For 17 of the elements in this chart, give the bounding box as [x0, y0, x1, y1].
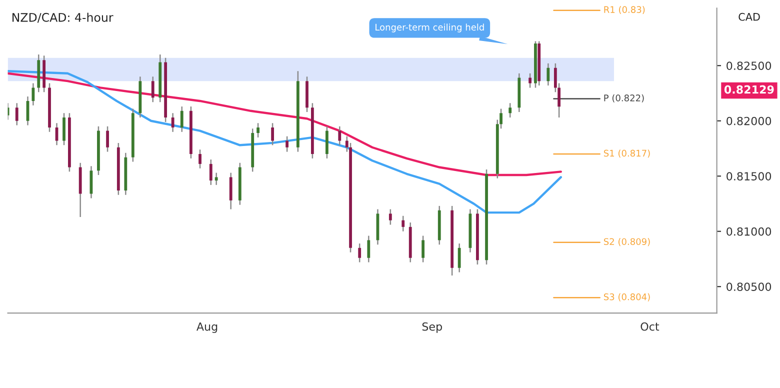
ref-line-label: P (0.822) — [604, 94, 644, 102]
ref-line-label: S1 (0.817) — [604, 150, 650, 158]
text: 0.82129 — [724, 85, 774, 94]
x-tick-label: Sep — [422, 322, 442, 333]
x-tick-label: Oct — [640, 322, 660, 331]
ref-line-label: S2 (0.809) — [604, 238, 650, 246]
y-tick-label: 0.81500 — [726, 172, 772, 180]
y-tick-label: 0.81000 — [726, 227, 772, 236]
y-tick-label: 0.82000 — [726, 116, 772, 126]
chart-title: NZD/CAD: 4-hour — [12, 12, 114, 23]
ref-line-label: S3 (0.804) — [604, 293, 650, 302]
x-tick-label: Aug — [196, 322, 218, 333]
y-axis-title: CAD — [738, 12, 760, 21]
ref-line-label: R1 (0.83) — [604, 6, 645, 14]
y-tick-label: 0.80500 — [726, 282, 772, 291]
annotation: Longer-term ceiling held — [376, 24, 484, 32]
y-tick-label: 0.82500 — [726, 62, 772, 70]
